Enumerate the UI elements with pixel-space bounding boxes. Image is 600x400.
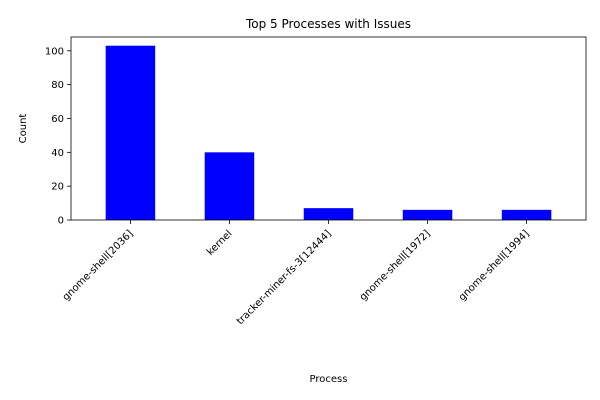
x-axis-label: Process — [310, 374, 348, 385]
chart-title: Top 5 Processes with Issues — [245, 17, 411, 31]
y-axis-label: Count — [18, 114, 29, 144]
x-tick-label-3: tracker-miner-fs-3[12444] — [235, 228, 334, 327]
y-tick-label-6: 100 — [45, 46, 64, 57]
x-tick-label-5: gnome-shell[1994] — [457, 228, 532, 303]
y-tick-label-1: 0 — [58, 216, 64, 227]
bar-4 — [402, 209, 453, 220]
y-tick-label-5: 80 — [51, 80, 64, 91]
y-tick-label-4: 60 — [51, 114, 64, 125]
y-tick-label-2: 20 — [51, 182, 64, 193]
bar-2 — [204, 152, 255, 220]
x-tick-label-4: gnome-shell[1972] — [358, 228, 433, 303]
bar-5 — [501, 209, 552, 220]
x-tick-label-2: kernel — [205, 228, 235, 258]
bar-3 — [303, 208, 354, 220]
x-tick-label-1: gnome-shell[2036] — [61, 228, 136, 303]
y-tick-label-3: 40 — [51, 148, 64, 159]
bar-1 — [105, 45, 156, 221]
plot-frame — [70, 36, 587, 221]
plot-area: gnome-shell[2036] kernel tracker-miner-fs-… — [45, 36, 587, 327]
